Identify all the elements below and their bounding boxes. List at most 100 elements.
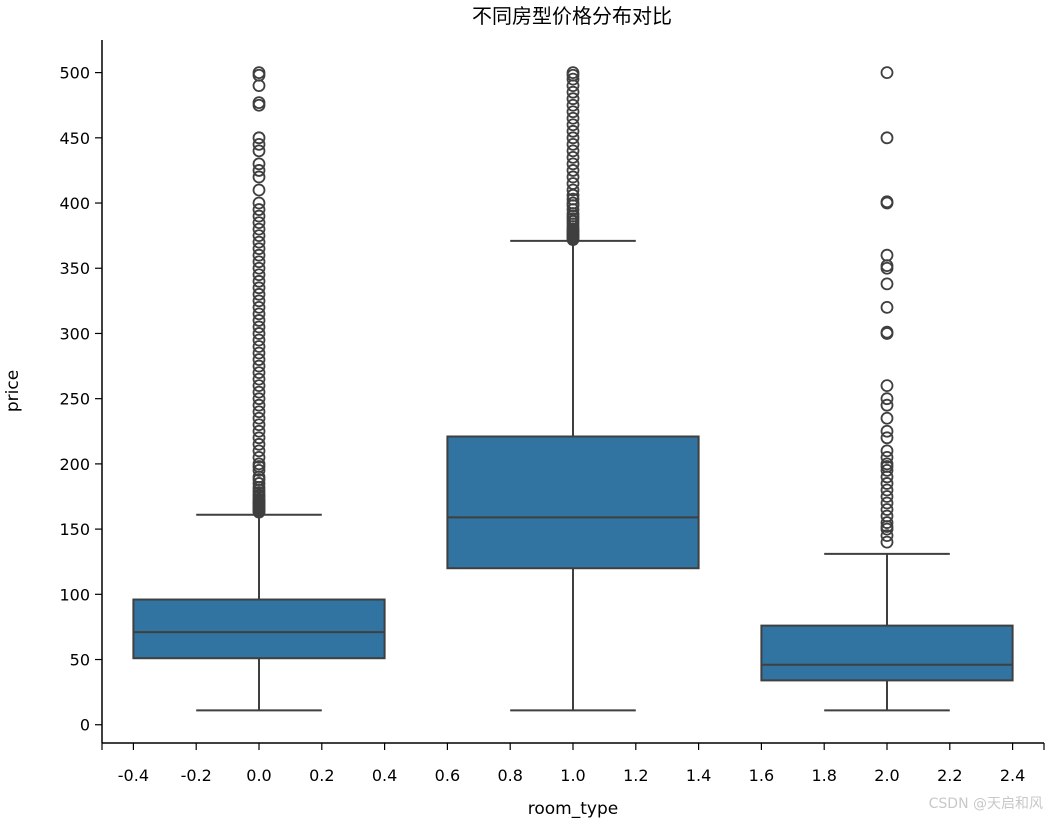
outlier-point bbox=[566, 66, 580, 80]
outlier-point bbox=[566, 144, 580, 158]
outlier-point bbox=[566, 196, 580, 210]
outlier-point bbox=[252, 340, 266, 353]
x-tick-label: 2.4 bbox=[1000, 766, 1025, 785]
x-tick-label: 0.2 bbox=[309, 766, 334, 785]
outlier-point bbox=[252, 248, 266, 262]
x-tick-label: 0.6 bbox=[435, 766, 460, 785]
outlier-point bbox=[880, 457, 894, 471]
plot-area bbox=[132, 66, 1014, 712]
outlier-point bbox=[252, 203, 266, 216]
outlier-point bbox=[252, 137, 266, 151]
outlier-point bbox=[252, 385, 266, 399]
outlier-point bbox=[880, 431, 894, 445]
outlier-point bbox=[880, 450, 894, 464]
x-tick-label: 0.8 bbox=[497, 766, 522, 785]
outlier-point bbox=[880, 131, 894, 145]
x-tick-label: -0.2 bbox=[181, 766, 212, 785]
x-tick-label: 2.0 bbox=[874, 766, 899, 785]
outlier-point bbox=[252, 255, 266, 269]
outlier-point bbox=[252, 157, 266, 171]
outlier-point bbox=[880, 379, 894, 393]
outlier-point bbox=[566, 137, 580, 151]
y-ticks: 0 50 100 150 200 250 300 350 400 450 500 bbox=[59, 64, 102, 735]
outlier-point bbox=[880, 529, 894, 543]
outlier-point bbox=[566, 131, 580, 145]
outlier-point bbox=[252, 437, 266, 451]
outlier-point bbox=[566, 170, 580, 184]
outlier-point bbox=[252, 268, 266, 282]
chart-title: 不同房型价格分布对比 bbox=[472, 4, 672, 28]
outlier-point bbox=[566, 118, 580, 132]
outlier-point bbox=[252, 333, 266, 347]
outlier-point bbox=[252, 353, 266, 366]
outlier-point bbox=[252, 359, 266, 373]
box-iqr bbox=[760, 624, 1014, 682]
outlier-point bbox=[566, 192, 580, 206]
outlier-point bbox=[566, 105, 580, 119]
y-tick-label: 100 bbox=[59, 585, 90, 604]
outlier-point bbox=[252, 314, 266, 327]
outlier-point bbox=[252, 398, 266, 412]
outlier-point bbox=[252, 346, 266, 360]
outlier-point bbox=[566, 72, 580, 86]
outlier-point bbox=[252, 196, 266, 210]
outlier-point bbox=[880, 248, 894, 262]
outlier-point bbox=[252, 79, 266, 93]
outlier-point bbox=[252, 274, 266, 288]
outlier-point bbox=[566, 164, 580, 177]
outlier-point bbox=[880, 424, 894, 438]
outlier-point bbox=[252, 294, 266, 308]
outlier-point bbox=[566, 157, 580, 171]
outlier-point bbox=[252, 222, 266, 236]
outlier-point bbox=[880, 503, 894, 516]
outlier-point bbox=[880, 392, 894, 406]
outlier-point bbox=[252, 405, 266, 419]
y-tick-label: 200 bbox=[59, 455, 90, 474]
box-iqr bbox=[446, 435, 700, 570]
outlier-point bbox=[252, 477, 266, 490]
outlier-point bbox=[880, 496, 894, 510]
outlier-point bbox=[252, 444, 266, 458]
outlier-point bbox=[880, 509, 894, 523]
x-tick-label: -0.4 bbox=[118, 766, 149, 785]
outlier-point bbox=[252, 242, 266, 256]
y-tick-label: 150 bbox=[59, 520, 90, 539]
outlier-point bbox=[880, 535, 894, 549]
outlier-point bbox=[252, 164, 266, 177]
outlier-point bbox=[252, 327, 266, 340]
outlier-point bbox=[252, 229, 266, 243]
x-tick-label: 1.8 bbox=[811, 766, 836, 785]
outlier-point bbox=[252, 144, 266, 158]
y-tick-label: 300 bbox=[59, 324, 90, 343]
x-axis-label: room_type bbox=[528, 799, 618, 819]
x-ticks: -0.4 -0.2 0.0 0.2 0.4 0.6 0.8 1.0 1.2 1.4 1.6 1.8 2.… bbox=[101, 743, 1045, 785]
outlier-point bbox=[880, 66, 894, 80]
outlier-point bbox=[880, 398, 894, 412]
outlier-point bbox=[252, 431, 266, 445]
outlier-point bbox=[252, 96, 266, 110]
outlier-point bbox=[252, 424, 266, 438]
x-tick-label: 1.0 bbox=[560, 766, 585, 785]
outlier-point bbox=[252, 287, 266, 301]
outlier-point bbox=[880, 325, 894, 339]
outlier-point bbox=[252, 372, 266, 386]
x-tick-label: 1.4 bbox=[686, 766, 711, 785]
outlier-point bbox=[252, 209, 266, 223]
outlier-point bbox=[252, 411, 266, 425]
y-axis-label: price bbox=[3, 370, 23, 412]
outlier-point bbox=[252, 216, 266, 229]
outlier-point bbox=[566, 111, 580, 125]
outlier-point bbox=[252, 183, 266, 197]
outlier-point bbox=[880, 444, 894, 458]
outlier-point bbox=[252, 392, 266, 406]
outlier-point bbox=[880, 300, 894, 314]
outlier-point bbox=[880, 516, 894, 529]
outlier-point bbox=[252, 261, 266, 275]
outlier-point bbox=[566, 124, 580, 138]
outlier-point bbox=[880, 277, 894, 291]
outlier-point bbox=[566, 177, 580, 190]
box-group bbox=[446, 66, 700, 712]
box-group bbox=[760, 66, 1014, 712]
outlier-point bbox=[252, 464, 266, 477]
